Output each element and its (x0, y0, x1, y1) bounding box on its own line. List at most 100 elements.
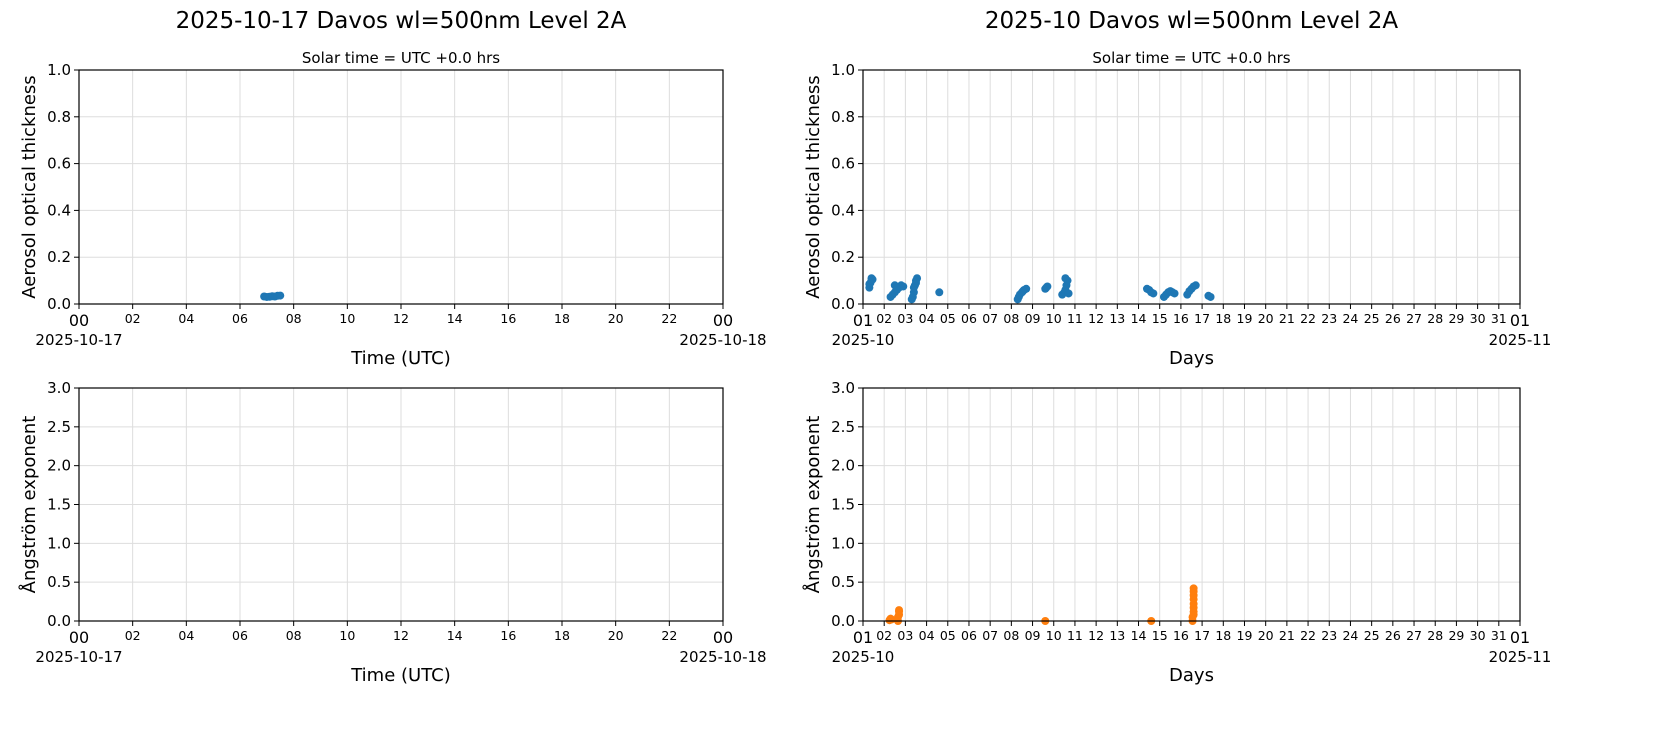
y-tick-label: 0.0 (831, 295, 855, 313)
x-end-date: 2025-10-18 (679, 331, 766, 349)
x-tick-label: 09 (1025, 628, 1041, 643)
y-tick-label: 0.0 (47, 295, 71, 313)
x-tick-label: 20 (608, 628, 624, 643)
x-tick-label: 20 (1258, 628, 1274, 643)
y-tick-label: 1.0 (831, 534, 855, 552)
data-point (868, 275, 877, 284)
y-tick-label: 1.0 (831, 61, 855, 79)
x-tick-label: 01 (1510, 628, 1530, 647)
y-tick-label: 2.0 (47, 457, 71, 475)
x-tick-label: 15 (1152, 628, 1168, 643)
aod-monthly-plot: 0.00.20.40.60.81.001 02 03 04 05 06 07 08 09 10 11… (803, 61, 1551, 369)
x-tick-label: 26 (1385, 628, 1401, 643)
y-tick-label: 1.0 (47, 534, 71, 552)
x-tick-label: 30 (1470, 311, 1486, 326)
x-axis-label: Days (1169, 348, 1214, 369)
x-tick-label: 15 (1152, 311, 1168, 326)
x-tick-label: 31 (1491, 628, 1507, 643)
x-tick-label: 25 (1364, 628, 1380, 643)
x-tick-label: 20 (1258, 311, 1274, 326)
y-axis-label: Aerosol optical thickness (19, 75, 40, 298)
data-point (895, 606, 904, 615)
x-tick-label: 28 (1427, 311, 1443, 326)
x-tick-label: 08 (1003, 311, 1019, 326)
x-start-date: 2025-10-17 (35, 648, 122, 666)
x-tick-label: 22 (661, 628, 677, 643)
x-tick-label: 11 (1067, 628, 1083, 643)
x-tick-label: 19 (1237, 628, 1253, 643)
x-tick-label: 22 (1300, 628, 1316, 643)
y-tick-label: 0.5 (831, 573, 855, 591)
right-subtitle: Solar time = UTC +0.0 hrs (1092, 49, 1291, 67)
y-tick-label: 0.2 (831, 248, 855, 266)
x-axis-label: Days (1169, 665, 1214, 686)
x-tick-label: 21 (1279, 311, 1295, 326)
y-tick-label: 0.5 (47, 573, 71, 591)
x-tick-label: 22 (1300, 311, 1316, 326)
x-tick-label: 26 (1385, 311, 1401, 326)
x-tick-label: 12 (393, 311, 409, 326)
x-tick-label: 30 (1470, 628, 1486, 643)
x-tick-label: 09 (1025, 311, 1041, 326)
data-point (1189, 584, 1198, 593)
x-tick-label: 03 (897, 311, 913, 326)
x-tick-label: 01 (853, 311, 873, 330)
x-tick-label: 01 (1510, 311, 1530, 330)
x-tick-label: 10 (1046, 628, 1062, 643)
y-tick-label: 2.5 (831, 418, 855, 436)
x-tick-label: 18 (554, 628, 570, 643)
y-tick-label: 0.6 (47, 155, 71, 173)
y-tick-label: 0.0 (47, 612, 71, 630)
data-point (913, 274, 922, 283)
x-tick-label: 06 (961, 311, 977, 326)
x-tick-label: 18 (1215, 628, 1231, 643)
x-tick-label: 18 (554, 311, 570, 326)
data-point (1206, 292, 1215, 301)
x-tick-label: 08 (1003, 628, 1019, 643)
y-tick-label: 0.6 (831, 155, 855, 173)
x-tick-label: 14 (1131, 628, 1147, 643)
x-tick-label: 04 (919, 628, 935, 643)
y-tick-label: 1.5 (47, 496, 71, 514)
x-start-date: 2025-10 (832, 648, 895, 666)
x-start-date: 2025-10-17 (35, 331, 122, 349)
x-tick-label: 00 (69, 628, 89, 647)
x-tick-label: 00 (713, 628, 733, 647)
x-tick-label: 24 (1342, 628, 1358, 643)
x-tick-label: 10 (339, 628, 355, 643)
data-point (935, 288, 944, 297)
data-point (1170, 289, 1179, 298)
data-point (1149, 289, 1158, 298)
x-tick-label: 12 (393, 628, 409, 643)
data-point (1043, 282, 1052, 291)
data-point (1061, 274, 1070, 283)
x-tick-label: 19 (1237, 311, 1253, 326)
x-tick-label: 02 (876, 628, 892, 643)
data-point (1191, 281, 1200, 290)
x-tick-label: 03 (897, 628, 913, 643)
x-axis-label: Time (UTC) (350, 348, 451, 369)
x-tick-label: 14 (1131, 311, 1147, 326)
y-tick-label: 0.2 (47, 248, 71, 266)
x-tick-label: 23 (1321, 628, 1337, 643)
x-tick-label: 14 (447, 311, 463, 326)
right-suptitle: 2025-10 Davos wl=500nm Level 2A (984, 8, 1399, 34)
y-tick-label: 0.8 (831, 108, 855, 126)
x-tick-label: 06 (961, 628, 977, 643)
x-tick-label: 07 (982, 628, 998, 643)
x-end-date: 2025-10-18 (679, 648, 766, 666)
x-tick-label: 16 (1173, 628, 1189, 643)
x-tick-label: 27 (1406, 311, 1422, 326)
x-tick-label: 16 (500, 311, 516, 326)
x-tick-label: 29 (1448, 311, 1464, 326)
x-tick-label: 21 (1279, 628, 1295, 643)
x-tick-label: 17 (1194, 311, 1210, 326)
y-tick-label: 0.8 (47, 108, 71, 126)
x-end-date: 2025-11 (1489, 648, 1552, 666)
x-tick-label: 04 (178, 311, 194, 326)
x-tick-label: 10 (339, 311, 355, 326)
y-tick-label: 3.0 (47, 379, 71, 397)
x-tick-label: 31 (1491, 311, 1507, 326)
y-axis-label: Ångström exponent (802, 416, 824, 594)
x-tick-label: 06 (232, 311, 248, 326)
